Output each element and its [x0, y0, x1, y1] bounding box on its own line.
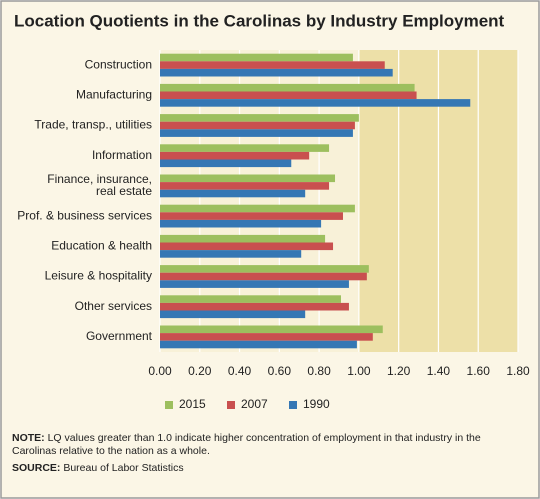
bar — [160, 272, 367, 281]
bar — [160, 159, 292, 168]
bar — [160, 189, 306, 198]
bar — [160, 83, 415, 92]
bar — [160, 242, 334, 251]
bar — [160, 340, 357, 349]
bar — [160, 121, 355, 130]
bar — [160, 265, 369, 273]
bar — [160, 91, 417, 100]
bar — [160, 61, 385, 69]
y-tick-label: Manufacturing — [76, 87, 152, 101]
y-tick-label: Trade, transp., utilities — [34, 118, 152, 132]
bar — [160, 182, 330, 190]
legend-label: 2007 — [241, 397, 268, 411]
note: NOTE: LQ values greater than 1.0 indicat… — [12, 432, 512, 458]
notes: NOTE: LQ values greater than 1.0 indicat… — [12, 432, 512, 475]
x-tick-label: 1.80 — [506, 364, 530, 378]
bar — [160, 280, 349, 288]
y-tick-label: Leisure & hospitality — [45, 269, 152, 283]
y-tick-label: Government — [86, 329, 153, 343]
legend-swatch — [227, 401, 235, 409]
y-tick-label: Finance, insurance, real estate — [47, 172, 152, 198]
bar — [160, 250, 302, 258]
source: SOURCE: Bureau of Labor Statistics — [12, 462, 512, 475]
source-label: SOURCE: — [12, 462, 61, 474]
bar — [160, 204, 355, 213]
bar — [160, 114, 359, 122]
x-tick-label: 1.00 — [347, 364, 371, 378]
bar — [160, 68, 393, 77]
x-tick-label: 0.60 — [268, 364, 292, 378]
bar — [160, 234, 326, 243]
bar — [160, 325, 383, 334]
bar — [160, 295, 341, 303]
bar — [160, 129, 353, 137]
bar — [160, 333, 373, 341]
bar — [160, 151, 310, 160]
bar — [160, 302, 349, 311]
bar — [160, 99, 471, 107]
note-label: NOTE: — [12, 432, 45, 444]
x-tick-label: 1.40 — [427, 364, 451, 378]
legend-label: 1990 — [303, 397, 330, 411]
source-text: Bureau of Labor Statistics — [63, 462, 184, 474]
legend-swatch — [289, 401, 297, 409]
x-tick-label: 1.60 — [467, 364, 491, 378]
bar — [160, 212, 343, 220]
x-tick-label: 1.20 — [387, 364, 411, 378]
x-tick-label: 0.20 — [188, 364, 212, 378]
x-tick-label: 0.80 — [307, 364, 331, 378]
y-tick-label: Prof. & business services — [17, 208, 152, 222]
bar — [160, 144, 330, 152]
y-tick-label: Other services — [75, 299, 152, 313]
bar — [160, 174, 336, 183]
bar — [160, 53, 353, 62]
x-tick-label: 0.00 — [148, 364, 172, 378]
chart-title: Location Quotients in the Carolinas by I… — [14, 11, 505, 30]
legend-label: 2015 — [179, 397, 206, 411]
bar — [160, 219, 322, 228]
y-tick-label: Information — [92, 148, 152, 162]
bar — [160, 310, 306, 319]
x-tick-label: 0.40 — [228, 364, 252, 378]
y-tick-label: Construction — [85, 57, 152, 71]
note-text: LQ values greater than 1.0 indicate high… — [12, 432, 481, 457]
legend-swatch — [165, 401, 173, 409]
y-tick-label: Education & health — [51, 238, 152, 252]
